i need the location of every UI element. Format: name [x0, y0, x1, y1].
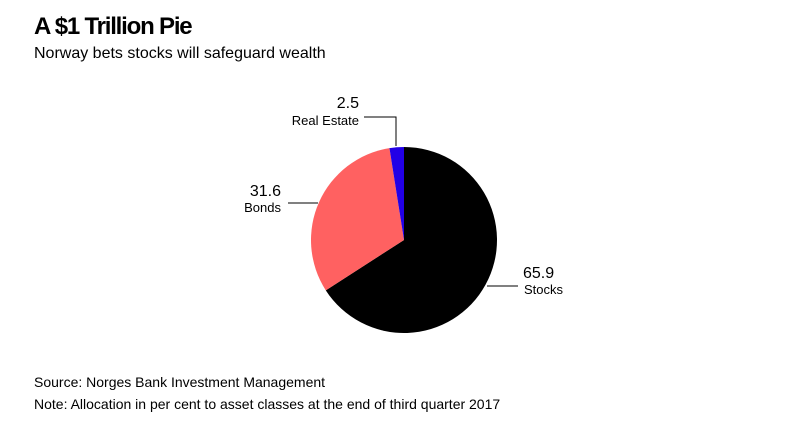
pie-slice-real-estate: [389, 146, 404, 240]
real-estate-value-label: 2.5: [337, 95, 359, 112]
pie-slice-stocks: [325, 147, 498, 334]
real-estate-leader-line: [364, 116, 397, 146]
bonds-name-label: Bonds: [244, 200, 281, 215]
chart-title: A $1 Trillion Pie: [34, 13, 193, 40]
chart-subtitle: Norway bets stocks will safeguard wealth: [34, 45, 326, 62]
stocks-name-label: Stocks: [524, 282, 564, 297]
pie-slices: [310, 146, 498, 334]
stocks-value-label: 65.9: [523, 265, 554, 282]
pie-slice-bonds: [310, 148, 404, 291]
source-note: Source: Norges Bank Investment Managemen…: [34, 374, 326, 390]
real-estate-name-label: Real Estate: [292, 113, 359, 128]
bonds-value-label: 31.6: [250, 183, 281, 200]
allocation-note: Note: Allocation in per cent to asset cl…: [34, 396, 501, 412]
leader-lines: [288, 116, 518, 287]
